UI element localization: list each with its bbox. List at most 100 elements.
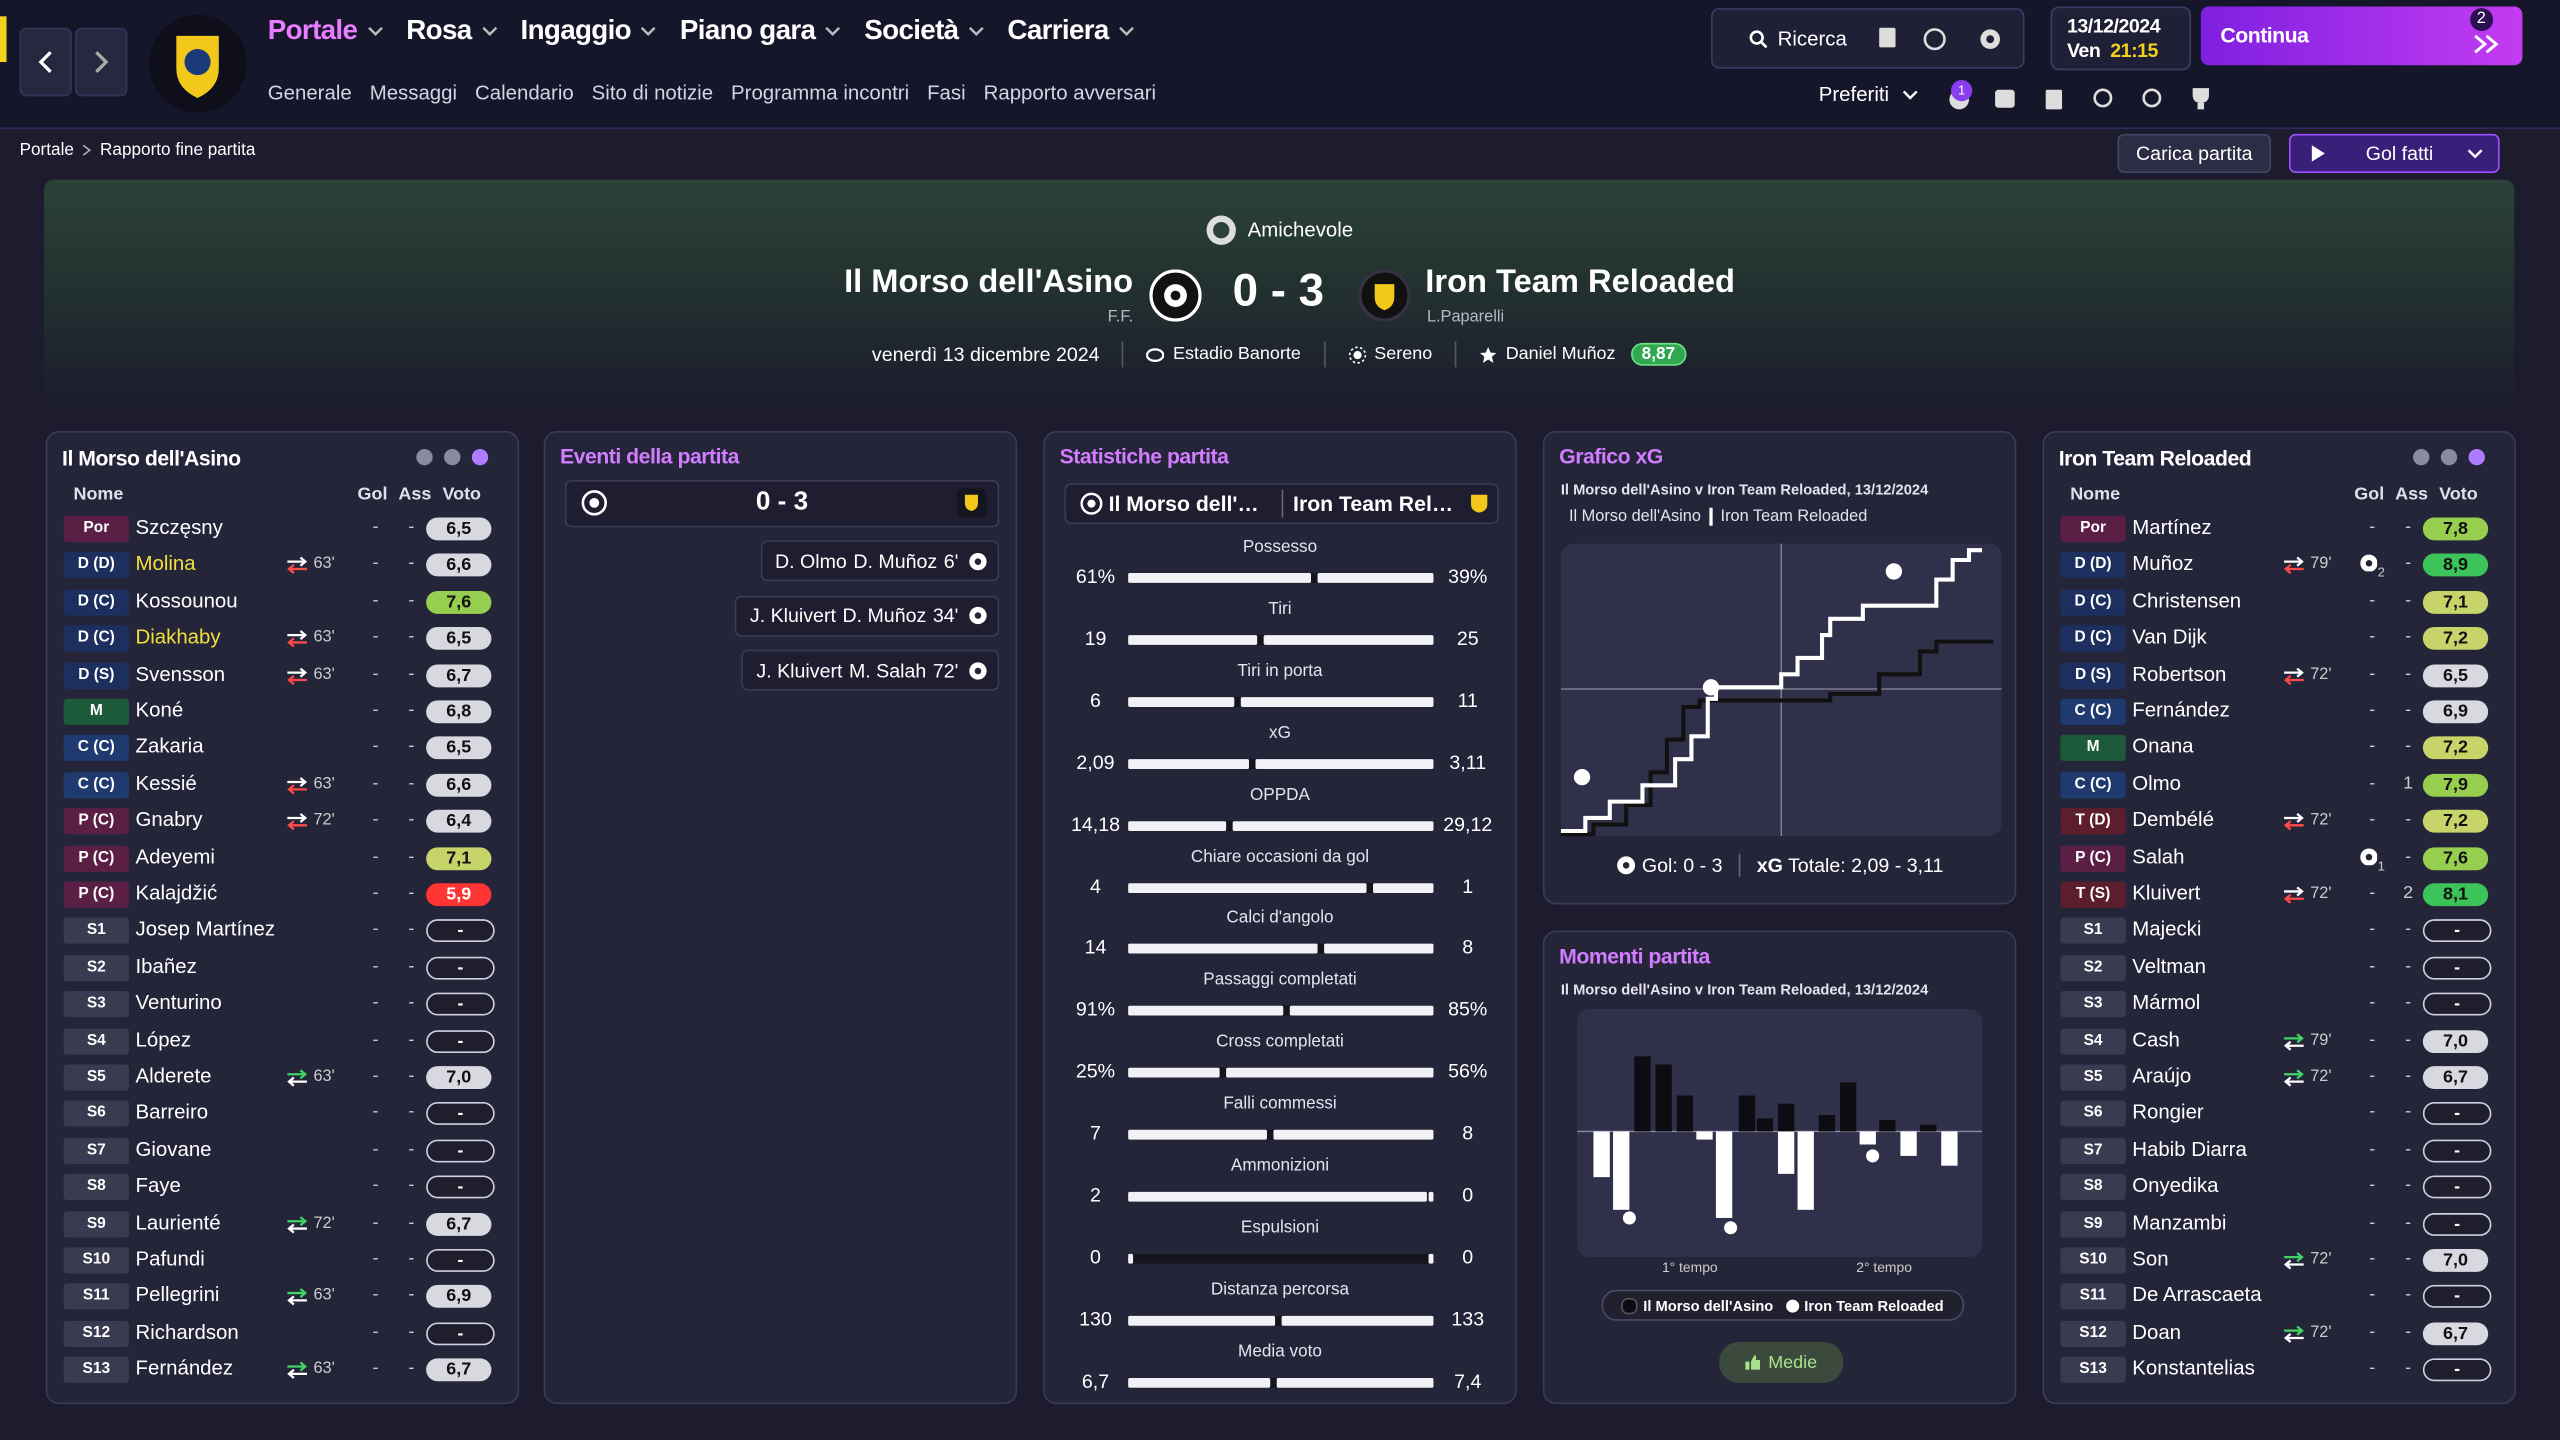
player-row[interactable]: S13 Fernández 63' - -6,7: [47, 1355, 517, 1384]
page-dot[interactable]: [2413, 448, 2430, 466]
player-row[interactable]: S7 Giovane - - -: [47, 1136, 517, 1165]
page-dot[interactable]: [444, 448, 461, 466]
player-row[interactable]: S2 Veltman - - -: [2044, 953, 2514, 982]
player-row[interactable]: S3 Mármol - - -: [2044, 990, 2514, 1019]
player-row[interactable]: C (C) Zakaria - -6,5: [47, 734, 517, 763]
player-row[interactable]: D (C) Christensen - -7,1: [2044, 587, 2514, 616]
load-match-button[interactable]: Carica partita: [2117, 133, 2272, 174]
icon-trophy[interactable]: [2192, 88, 2209, 110]
breadcrumb-root[interactable]: Portale: [19, 140, 74, 160]
event-item[interactable]: J. Kluivert D. Muñoz 34': [735, 595, 1000, 636]
goals-count: -: [372, 1102, 379, 1123]
player-row[interactable]: S2 Ibañez - - -: [47, 953, 517, 982]
continue-button[interactable]: Continua 2: [2200, 6, 2523, 66]
sub-tab[interactable]: Rapporto avversari: [983, 81, 1157, 105]
main-tab[interactable]: Ingaggio: [521, 15, 658, 48]
xg-chart: [1560, 543, 2002, 837]
favorites[interactable]: Preferiti: [1819, 83, 1919, 106]
player-row[interactable]: S12 Doan 72' - -6,7: [2044, 1319, 2514, 1348]
player-row[interactable]: S9 Manzambi - - -: [2044, 1209, 2514, 1238]
player-row[interactable]: D (C) Van Dijk - -7,2: [2044, 624, 2514, 653]
icon-globe[interactable]: [1923, 28, 1946, 51]
main-tab[interactable]: Rosa: [406, 15, 497, 48]
player-row[interactable]: D (C) Kossounou - -7,6: [47, 587, 517, 616]
sub-tab[interactable]: Calendario: [475, 81, 574, 105]
player-row[interactable]: S9 Laurienté 72' - -6,7: [47, 1209, 517, 1238]
player-row[interactable]: C (C) Kessié 63' - -6,6: [47, 770, 517, 799]
event-item[interactable]: J. Kluivert M. Salah 72': [741, 649, 1000, 691]
player-row[interactable]: C (C) Fernández - -6,9: [2044, 697, 2514, 726]
forward-button[interactable]: [75, 27, 128, 97]
page-dot[interactable]: [2440, 448, 2458, 466]
player-row[interactable]: P (C) Adeyemi - -7,1: [47, 843, 517, 872]
sub-tab[interactable]: Programma incontri: [731, 81, 910, 105]
stat-away: 11: [1457, 688, 1478, 712]
goals: -: [2354, 1249, 2390, 1269]
player-row[interactable]: S5 Araújo 72' - -6,7: [2044, 1063, 2514, 1092]
back-button[interactable]: [19, 27, 72, 97]
sub-tab[interactable]: Fasi: [927, 81, 966, 105]
player-row[interactable]: S11 Pellegrini 63' - -6,9: [47, 1282, 517, 1311]
player-row[interactable]: S11 De Arrascaeta - - -: [2044, 1282, 2514, 1311]
player-row[interactable]: D (C) Diakhaby 63' - -6,5: [47, 624, 517, 653]
player-row[interactable]: D (D) Molina 63' - -6,6: [47, 551, 517, 580]
club-logo[interactable]: [147, 13, 248, 114]
assists: -: [408, 1322, 415, 1342]
player-row[interactable]: T (D) Dembélé 72' - -7,2: [2044, 807, 2514, 836]
player-row[interactable]: Por Martínez - -7,8: [2044, 514, 2514, 543]
player-row[interactable]: S4 Cash 79' - -7,0: [2044, 1026, 2514, 1055]
player-row[interactable]: T (S) Kluivert 72' - 2 8,1: [2044, 880, 2514, 909]
player-row[interactable]: S8 Faye - - -: [47, 1173, 517, 1202]
momentum-bar: [1777, 1103, 1795, 1132]
icon-shirt[interactable]: [1995, 89, 2015, 108]
player-name: Ibañez: [135, 954, 197, 978]
player-row[interactable]: S6 Barreiro - - -: [47, 1099, 517, 1128]
player-row[interactable]: S10 Pafundi - - -: [47, 1246, 517, 1275]
player-name: Fernández: [135, 1357, 234, 1380]
averages-button[interactable]: Medie: [1719, 1342, 1844, 1383]
icon-bookmark[interactable]: [1879, 27, 1896, 48]
player-row[interactable]: S8 Onyedika - - -: [2044, 1173, 2514, 1202]
player-name: Robertson: [2132, 662, 2227, 686]
main-tab[interactable]: Società: [864, 15, 984, 48]
player-row[interactable]: S13 Konstantelias - - -: [2044, 1355, 2514, 1384]
player-row[interactable]: S1 Josep Martínez - - -: [47, 917, 517, 946]
page-dot[interactable]: [2468, 448, 2485, 466]
sub-tab[interactable]: Messaggi: [369, 81, 458, 105]
icon-board[interactable]: [2045, 89, 2063, 110]
player-row[interactable]: C (C) Olmo - 1 7,9: [2044, 770, 2514, 799]
chevron-path: [367, 26, 383, 37]
player-row[interactable]: S10 Son 72' - -7,0: [2044, 1246, 2514, 1275]
date-box[interactable]: 13/12/2024 Ven 21:15: [2050, 6, 2192, 71]
sub-tab[interactable]: Sito di notizie: [591, 81, 714, 105]
player-row[interactable]: Por Szczęsny - -6,5: [47, 514, 517, 543]
player-row[interactable]: D (S) Svensson 63' - -6,7: [47, 661, 517, 690]
sub-tab[interactable]: Generale: [267, 81, 352, 105]
player-row[interactable]: S5 Alderete 63' - -7,0: [47, 1063, 517, 1092]
event-item[interactable]: D. Olmo D. Muñoz 6': [760, 540, 1000, 582]
main-tab[interactable]: Carriera: [1007, 15, 1135, 48]
icon-refresh[interactable]: [2142, 88, 2162, 108]
player-row[interactable]: D (S) Robertson 72' - -6,5: [2044, 661, 2514, 690]
player-row[interactable]: D (D) Muñoz 79' 2 -8,9: [2044, 551, 2514, 581]
chevron: [2467, 149, 2483, 159]
player-row[interactable]: S1 Majecki - - -: [2044, 917, 2514, 946]
page-dot[interactable]: [416, 448, 433, 466]
player-row[interactable]: S12 Richardson - - -: [47, 1319, 517, 1348]
player-row[interactable]: S4 López - - -: [47, 1026, 517, 1055]
player-row[interactable]: M Koné - -6,8: [47, 697, 517, 726]
player-row[interactable]: S6 Rongier - - -: [2044, 1099, 2514, 1128]
player-row[interactable]: P (C) Salah 1 -7,6: [2044, 843, 2514, 873]
main-tab[interactable]: Portale: [268, 15, 384, 48]
main-tab[interactable]: Piano gara: [680, 15, 842, 48]
player-row[interactable]: P (C) Gnabry 72' - -6,4: [47, 807, 517, 836]
page-dot[interactable]: [471, 448, 489, 466]
goals-dropdown[interactable]: Gol fatti: [2288, 133, 2500, 174]
icon-people[interactable]: [2093, 88, 2113, 108]
player-row[interactable]: P (C) Kalajdžić - -5,9: [47, 880, 517, 909]
search-button[interactable]: Ricerca: [1722, 18, 1872, 59]
player-row[interactable]: S3 Venturino - - -: [47, 990, 517, 1019]
player-row[interactable]: M Onana - -7,2: [2044, 734, 2514, 763]
player-row[interactable]: S7 Habib Diarra - - -: [2044, 1136, 2514, 1165]
